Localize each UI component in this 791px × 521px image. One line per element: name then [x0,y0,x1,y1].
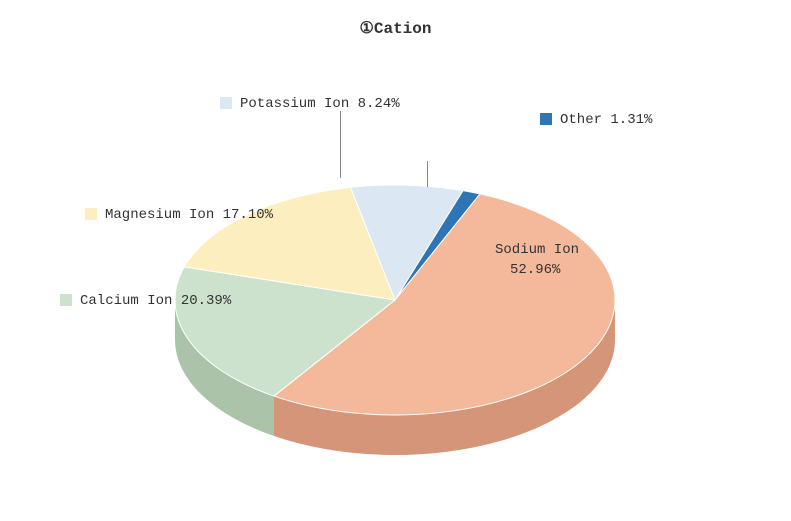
legend-swatch-potassium [220,97,232,109]
chart-container: ①Cation Other 1.31%Sodium Ion52.96%Potas… [0,0,791,521]
label-magnesium: Magnesium Ion 17.10% [105,207,273,223]
label-sodium2: 52.96% [510,262,560,278]
label-other: Other 1.31% [560,112,652,128]
label-sodium1: Sodium Ion [495,242,579,258]
leader-potassium [340,111,341,178]
label-potassium: Potassium Ion 8.24% [240,96,400,112]
leader-other [427,161,428,187]
label-calcium: Calcium Ion 20.39% [80,293,231,309]
legend-swatch-other [540,113,552,125]
pie-chart [0,0,791,521]
legend-swatch-magnesium [85,208,97,220]
legend-swatch-calcium [60,294,72,306]
